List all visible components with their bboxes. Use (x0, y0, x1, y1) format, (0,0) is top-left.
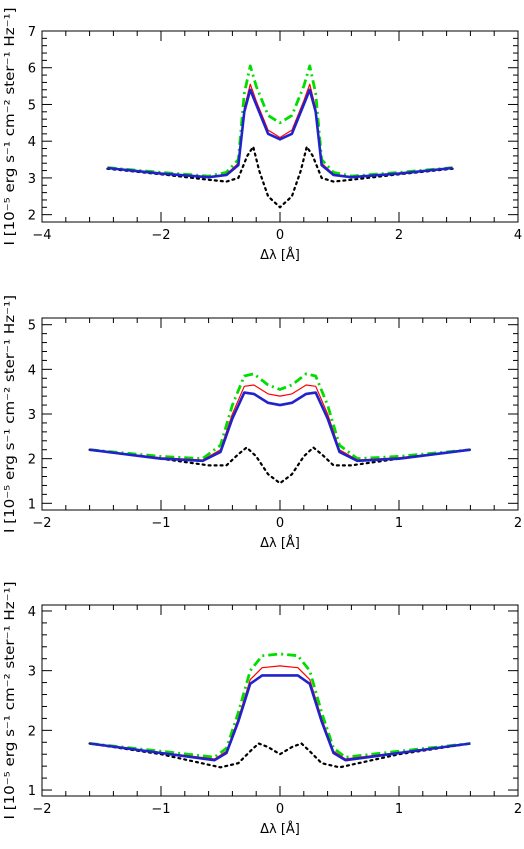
series-line-solid-thick (89, 674, 471, 762)
y-tick-label: 3 (28, 172, 36, 187)
series-line-dotted (88, 742, 472, 769)
series-line-solid-thin (89, 665, 471, 760)
y-axis-label: I [10⁻⁵ erg s⁻¹ cm⁻² ster⁻¹ Hz⁻¹] (3, 295, 18, 533)
y-tick-label: 4 (28, 135, 36, 150)
series-line-dotted (106, 145, 454, 209)
y-tick-label: 2 (28, 209, 36, 224)
series-line-dotted (88, 446, 472, 485)
y-tick-label: 5 (28, 319, 36, 334)
series-line-solid-thin (107, 83, 453, 178)
series-line-dashdot (107, 64, 453, 178)
y-tick-label: 2 (28, 724, 36, 739)
y-tick-label: 5 (28, 98, 36, 113)
y-tick-label: 1 (28, 784, 36, 799)
x-axis-label: Δλ [Å] (260, 535, 300, 551)
y-tick-label: 7 (28, 25, 36, 40)
x-tick-label: 2 (395, 228, 403, 243)
x-tick-label: 0 (276, 228, 284, 243)
x-tick-label: −2 (151, 228, 170, 243)
plot-frame (41, 604, 519, 797)
y-axis-label: I [10⁻⁵ erg s⁻¹ cm⁻² ster⁻¹ Hz⁻¹] (3, 8, 18, 246)
series-line-dashdot (89, 652, 471, 759)
chart-panel-2: −2 −1 0 1 2 1 2 3 4 5 Δλ [Å] I [10⁻⁵ erg s⁻¹ cm⁻² s… (3, 295, 522, 551)
chart-panel-3: −2 −1 0 1 2 1 2 3 4 Δλ [Å] I [10⁻⁵ erg s⁻¹ cm⁻² st… (3, 582, 522, 838)
y-tick-label: 4 (28, 605, 36, 620)
x-tick-label: 1 (395, 516, 403, 531)
x-tick-label: −4 (32, 228, 51, 243)
x-tick-label: 2 (514, 516, 522, 531)
series-line-dashdot (89, 372, 471, 461)
x-tick-label: 0 (276, 516, 284, 531)
x-tick-label: −2 (32, 516, 51, 531)
y-axis-label: I [10⁻⁵ erg s⁻¹ cm⁻² ster⁻¹ Hz⁻¹] (3, 582, 18, 820)
x-tick-label: 1 (395, 802, 403, 817)
y-tick-label: 2 (28, 453, 36, 468)
x-tick-label: −1 (151, 516, 170, 531)
x-tick-label: −1 (151, 802, 170, 817)
x-tick-label: 4 (514, 228, 522, 243)
x-tick-label: 0 (276, 802, 284, 817)
x-axis-label: Δλ [Å] (260, 247, 300, 263)
series-line-solid-thick (107, 88, 453, 179)
x-tick-label: −2 (32, 802, 51, 817)
y-tick-label: 1 (28, 497, 36, 512)
plot-frame (41, 317, 519, 511)
series-line-solid-thick (89, 391, 471, 463)
y-tick-label: 3 (28, 665, 36, 680)
x-tick-label: 2 (514, 802, 522, 817)
y-tick-label: 3 (28, 408, 36, 423)
plot-frame (41, 30, 519, 223)
chart-panel-1: −4 −2 0 2 4 2 3 4 5 6 7 Δλ [Å] I [10⁻⁵ erg s⁻¹ cm⁻² … (3, 8, 522, 264)
series-line-solid-thin (89, 384, 471, 461)
y-tick-label: 4 (28, 363, 36, 378)
x-axis-label: Δλ [Å] (260, 821, 300, 837)
y-tick-label: 6 (28, 62, 36, 77)
